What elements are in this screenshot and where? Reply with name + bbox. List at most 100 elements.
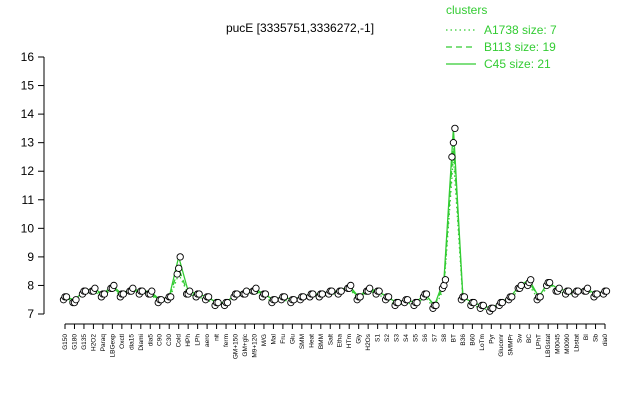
x-tick-label: M/G [261,334,268,346]
x-tick-label: M9+120 [251,334,258,358]
x-tick-label: G150 [62,334,69,350]
y-tick-label: 13 [21,136,35,150]
x-tick-label: Fru [280,334,287,344]
sample-point [593,290,601,298]
sample-point [498,298,506,307]
x-tick-label: LPhT [536,334,543,350]
sample-point [555,284,563,292]
x-tick-label: C30 [166,334,173,346]
x-tick-label: S5 [413,334,420,342]
sample-point [449,139,458,147]
sample-point [375,287,383,295]
sample-point [309,290,317,298]
x-tick-label: Gluconr [498,333,505,357]
x-tick-label: nit [214,334,221,341]
sample-point [157,296,165,304]
sample-point [195,290,203,298]
x-tick-label: Gly [356,333,363,344]
x-tick-label: Glu [289,334,296,345]
x-tick-label: LoTm [479,334,486,351]
x-tick-label: Salt [327,334,334,345]
x-tick-label: S4 [403,334,410,342]
x-tick-label: GM+150 [233,334,240,359]
x-tick-label: dia15 [128,334,135,350]
x-tick-label: H2O2 [90,334,97,351]
sample-point [176,253,184,261]
sample-point [242,287,251,295]
y-tick-label: 12 [21,164,35,178]
legend-label: C45 size: 21 [484,57,551,71]
sample-point [62,293,71,301]
y-tick-label: 10 [21,221,35,235]
y-tick-label: 14 [21,107,35,121]
x-tick-label: Sb [593,334,600,342]
sample-point [403,296,412,304]
x-tick-label: LBGexp [109,334,116,358]
x-tick-label: H2Os [365,333,372,350]
sample-point [564,287,573,295]
sample-point [583,284,592,292]
sample-point [527,276,535,284]
sample-point [186,287,194,295]
legend-title: clusters [446,3,487,17]
x-tick-label: M0090 [564,334,571,354]
sample-point [448,153,456,161]
x-tick-label: HTm [346,334,353,348]
x-tick-label: HPh [185,334,192,347]
sample-point [451,124,459,133]
y-tick-label: 15 [21,79,35,93]
sample-point [110,281,118,290]
x-tick-label: Heat [308,334,315,348]
x-tick-label: G180 [71,334,78,350]
sample-point [602,287,611,295]
sample-point [280,293,289,301]
sample-point [138,287,146,295]
sample-point [233,290,241,298]
x-tick-label: Paraq [100,334,107,352]
sample-point [119,290,127,298]
x-tick-label: S3 [394,334,401,342]
sample-point [252,284,260,292]
x-tick-label: B60 [469,334,476,346]
sample-point [328,287,336,295]
sample-point [413,298,421,307]
chart-title: pucE [3335751,3336272,-1] [226,21,374,35]
sample-point [337,287,345,295]
x-tick-label: S1 [375,334,382,342]
sample-point [167,293,175,301]
x-tick-label: S8 [441,334,448,342]
sample-point [271,296,279,304]
x-tick-label: Mal [270,333,277,344]
x-tick-label: S2 [384,334,391,342]
sample-point [129,284,137,292]
x-tick-label: Diami [138,334,145,351]
x-tick-label: SMM [299,334,306,349]
y-tick-label: 16 [21,50,35,64]
sample-point [470,298,478,307]
x-tick-label: dia5 [147,334,154,347]
sample-point [72,296,80,304]
sample-point [508,293,516,301]
x-tick-label: Oxctl [119,333,126,348]
x-tick-label: LBGstat [545,334,552,358]
y-tick-label: 11 [22,193,35,207]
sample-point [394,298,402,307]
series-line [64,156,606,312]
x-tick-label: SMMPr [507,333,514,356]
sample-point [384,293,393,301]
x-tick-label: Cold [176,334,183,348]
y-tick-label: 8 [27,278,34,292]
sample-point [347,281,355,290]
x-tick-label: LPh [195,334,202,346]
sample-point [422,290,431,298]
sample-point [214,298,222,307]
sample-point [204,293,213,301]
x-tick-label: Sw [517,334,524,343]
sample-point [318,290,326,298]
x-tick-label: BMM [318,334,325,349]
legend-label: B113 size: 19 [484,40,556,54]
sample-point [460,293,469,301]
sample-point [148,287,156,295]
x-tick-label: ferm [223,334,230,347]
sample-point [356,293,364,301]
